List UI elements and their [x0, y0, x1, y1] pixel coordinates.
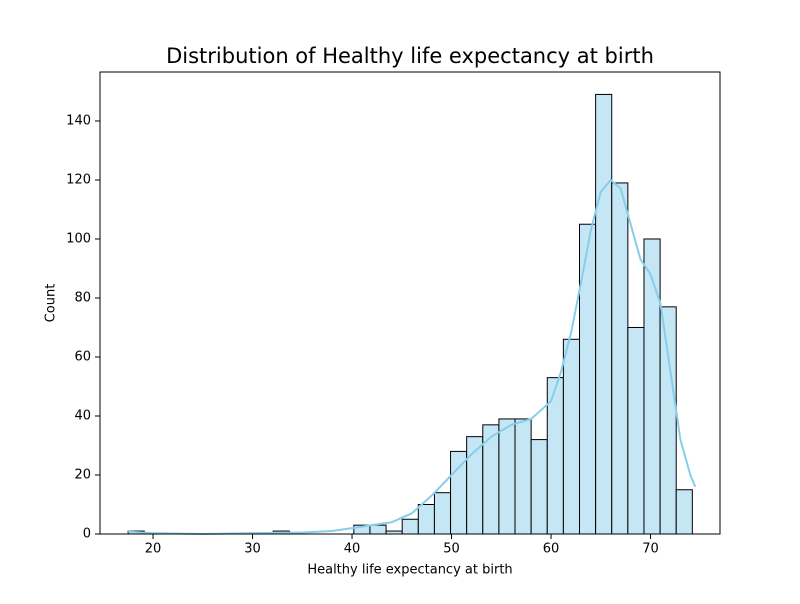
bar — [546, 377, 564, 535]
bar — [450, 450, 468, 535]
bar — [530, 439, 548, 535]
bar — [611, 182, 629, 535]
y-axis-label: Count — [44, 284, 59, 323]
y-tick-label: 0 — [83, 527, 91, 542]
bar — [643, 238, 661, 535]
x-tick-label: 60 — [543, 542, 560, 557]
bar — [369, 524, 387, 535]
y-tick-label: 120 — [66, 172, 91, 187]
bar — [659, 306, 677, 535]
bar — [579, 223, 597, 535]
y-tick-label: 20 — [74, 467, 91, 482]
x-axis-label: Healthy life expectancy at birth — [307, 563, 512, 578]
bar — [595, 93, 613, 535]
bar — [433, 492, 452, 535]
y-tick-label: 100 — [66, 231, 91, 246]
kde-line — [128, 178, 697, 536]
chart-title: Distribution of Healthy life expectancy … — [166, 44, 654, 68]
y-tick-label: 40 — [74, 408, 91, 423]
x-tick-label: 40 — [344, 542, 361, 557]
bar — [627, 326, 645, 535]
x-tick-label: 30 — [244, 542, 261, 557]
bar — [562, 338, 581, 535]
bar — [417, 503, 435, 535]
x-tick-label: 50 — [443, 542, 460, 557]
bar — [498, 418, 516, 535]
x-tick-label: 20 — [145, 542, 162, 557]
bar — [514, 418, 532, 535]
bar — [675, 489, 693, 535]
plot-frame — [99, 71, 721, 535]
y-tick-label: 140 — [66, 113, 91, 128]
y-tick-label: 80 — [74, 290, 91, 305]
x-tick-label: 70 — [642, 542, 659, 557]
y-tick-label: 60 — [74, 349, 91, 364]
bar — [401, 518, 419, 535]
